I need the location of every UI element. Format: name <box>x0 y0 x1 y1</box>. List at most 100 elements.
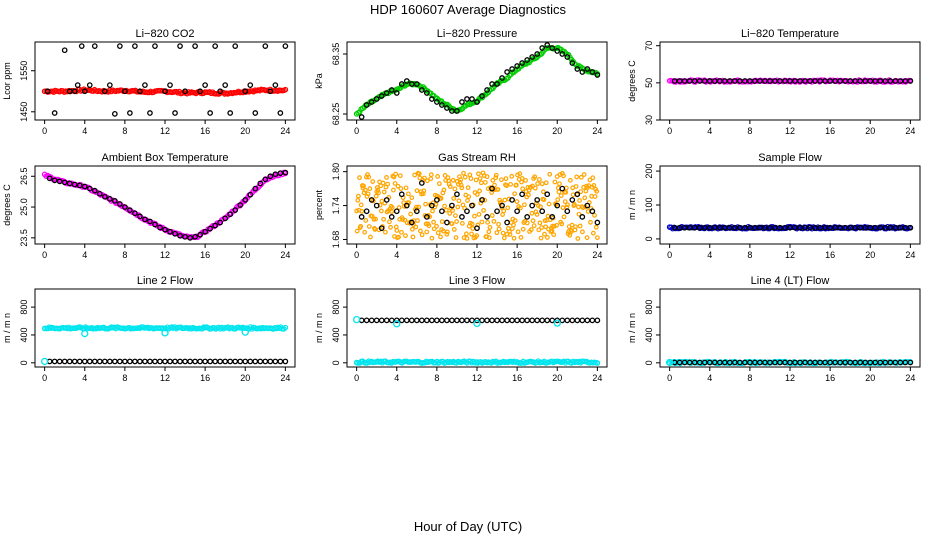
data-point <box>217 88 224 95</box>
plot-frame <box>346 288 608 368</box>
data-point <box>161 329 169 337</box>
series-hourly-mean <box>671 359 914 366</box>
minute-point <box>570 192 576 198</box>
data-point <box>137 213 143 220</box>
minute-point <box>362 229 368 235</box>
minute-point <box>389 209 395 214</box>
data-point <box>454 108 460 114</box>
data-point <box>509 317 515 324</box>
data-point <box>514 63 520 69</box>
minute-point <box>559 221 565 227</box>
x-tick-label: 8 <box>434 126 439 136</box>
x-tick-label: 0 <box>42 250 47 260</box>
data-point <box>388 317 395 324</box>
minute-point <box>378 183 384 189</box>
minute-point <box>361 183 366 189</box>
minute-point <box>530 218 536 224</box>
minute-point <box>501 235 507 241</box>
data-point <box>363 102 370 108</box>
data-point <box>388 87 395 93</box>
data-point <box>122 358 128 365</box>
minute-point <box>540 189 546 195</box>
data-point <box>222 82 229 88</box>
series-line-flow <box>353 358 601 366</box>
y-tick-label: 1.68 <box>331 231 341 249</box>
data-point <box>232 207 239 213</box>
x-tick-label: 16 <box>200 126 210 136</box>
minute-point <box>563 189 569 195</box>
minute-point <box>519 179 524 185</box>
data-point <box>71 358 78 365</box>
minute-point <box>467 172 473 178</box>
data-point <box>147 218 153 225</box>
data-point <box>51 358 58 365</box>
minute-point <box>359 208 365 214</box>
minute-point <box>381 189 387 195</box>
data-point <box>192 358 198 365</box>
data-point <box>534 197 541 203</box>
data-point <box>403 202 410 209</box>
minute-point <box>561 173 566 179</box>
data-point <box>383 197 390 203</box>
minute-point <box>523 177 528 183</box>
data-point <box>56 178 63 185</box>
minute-point <box>522 202 527 208</box>
data-point <box>464 317 470 324</box>
data-point <box>207 225 213 232</box>
data-point <box>423 90 430 96</box>
data-point <box>86 185 93 192</box>
minute-point <box>496 226 502 232</box>
x-tick-label: 4 <box>394 250 399 260</box>
minute-point <box>543 180 549 186</box>
y-axis-label: m / m n <box>627 313 637 343</box>
minute-point <box>557 181 562 187</box>
y-tick-label: 100 <box>644 197 654 212</box>
data-point <box>418 317 425 324</box>
data-point <box>549 317 556 324</box>
data-point <box>252 358 259 365</box>
minute-point <box>429 235 435 241</box>
panel-7: Line 2 Flow m / m n 0 4 8 12 16 20 24 0 400 800 <box>2 275 296 383</box>
data-point <box>197 231 203 238</box>
data-point <box>202 228 208 235</box>
minute-point <box>513 182 519 188</box>
x-tick-label: 0 <box>354 250 359 260</box>
data-point <box>373 202 380 209</box>
data-point <box>242 197 249 203</box>
minute-point <box>414 188 420 194</box>
data-point <box>464 208 470 215</box>
data-point <box>594 219 601 226</box>
minute-point <box>524 220 530 226</box>
data-point <box>589 69 596 75</box>
minute-point <box>397 173 403 179</box>
x-tick-label: 16 <box>200 373 210 383</box>
minute-point <box>455 204 461 210</box>
data-point <box>579 317 586 324</box>
minute-point <box>499 177 504 183</box>
minute-point <box>385 181 391 187</box>
y-tick-label: 23.5 <box>19 229 29 247</box>
data-point <box>554 48 561 54</box>
panel-title: Li−820 Temperature <box>741 28 839 40</box>
y-tick-label: 70 <box>644 41 654 51</box>
y-tick-label: 68.35 <box>331 43 341 66</box>
data-point <box>489 317 495 324</box>
minute-point <box>378 208 384 214</box>
data-point <box>564 317 571 324</box>
data-point <box>106 82 113 88</box>
data-point <box>413 208 420 215</box>
data-point <box>132 358 138 365</box>
minute-point <box>362 187 368 193</box>
data-point <box>579 214 586 220</box>
panel-9: Line 4 (LT) Flow m / m n 0 4 8 12 16 20 24 0 400 80… <box>627 275 921 383</box>
y-tick-label: 800 <box>331 300 341 315</box>
minute-point <box>538 204 543 210</box>
data-point <box>524 317 531 324</box>
data-point <box>418 180 425 186</box>
minute-point <box>578 189 584 195</box>
minute-point <box>574 174 580 180</box>
data-point <box>574 317 581 324</box>
minute-point <box>505 205 511 211</box>
data-point <box>358 114 365 120</box>
plot-area <box>665 358 914 367</box>
